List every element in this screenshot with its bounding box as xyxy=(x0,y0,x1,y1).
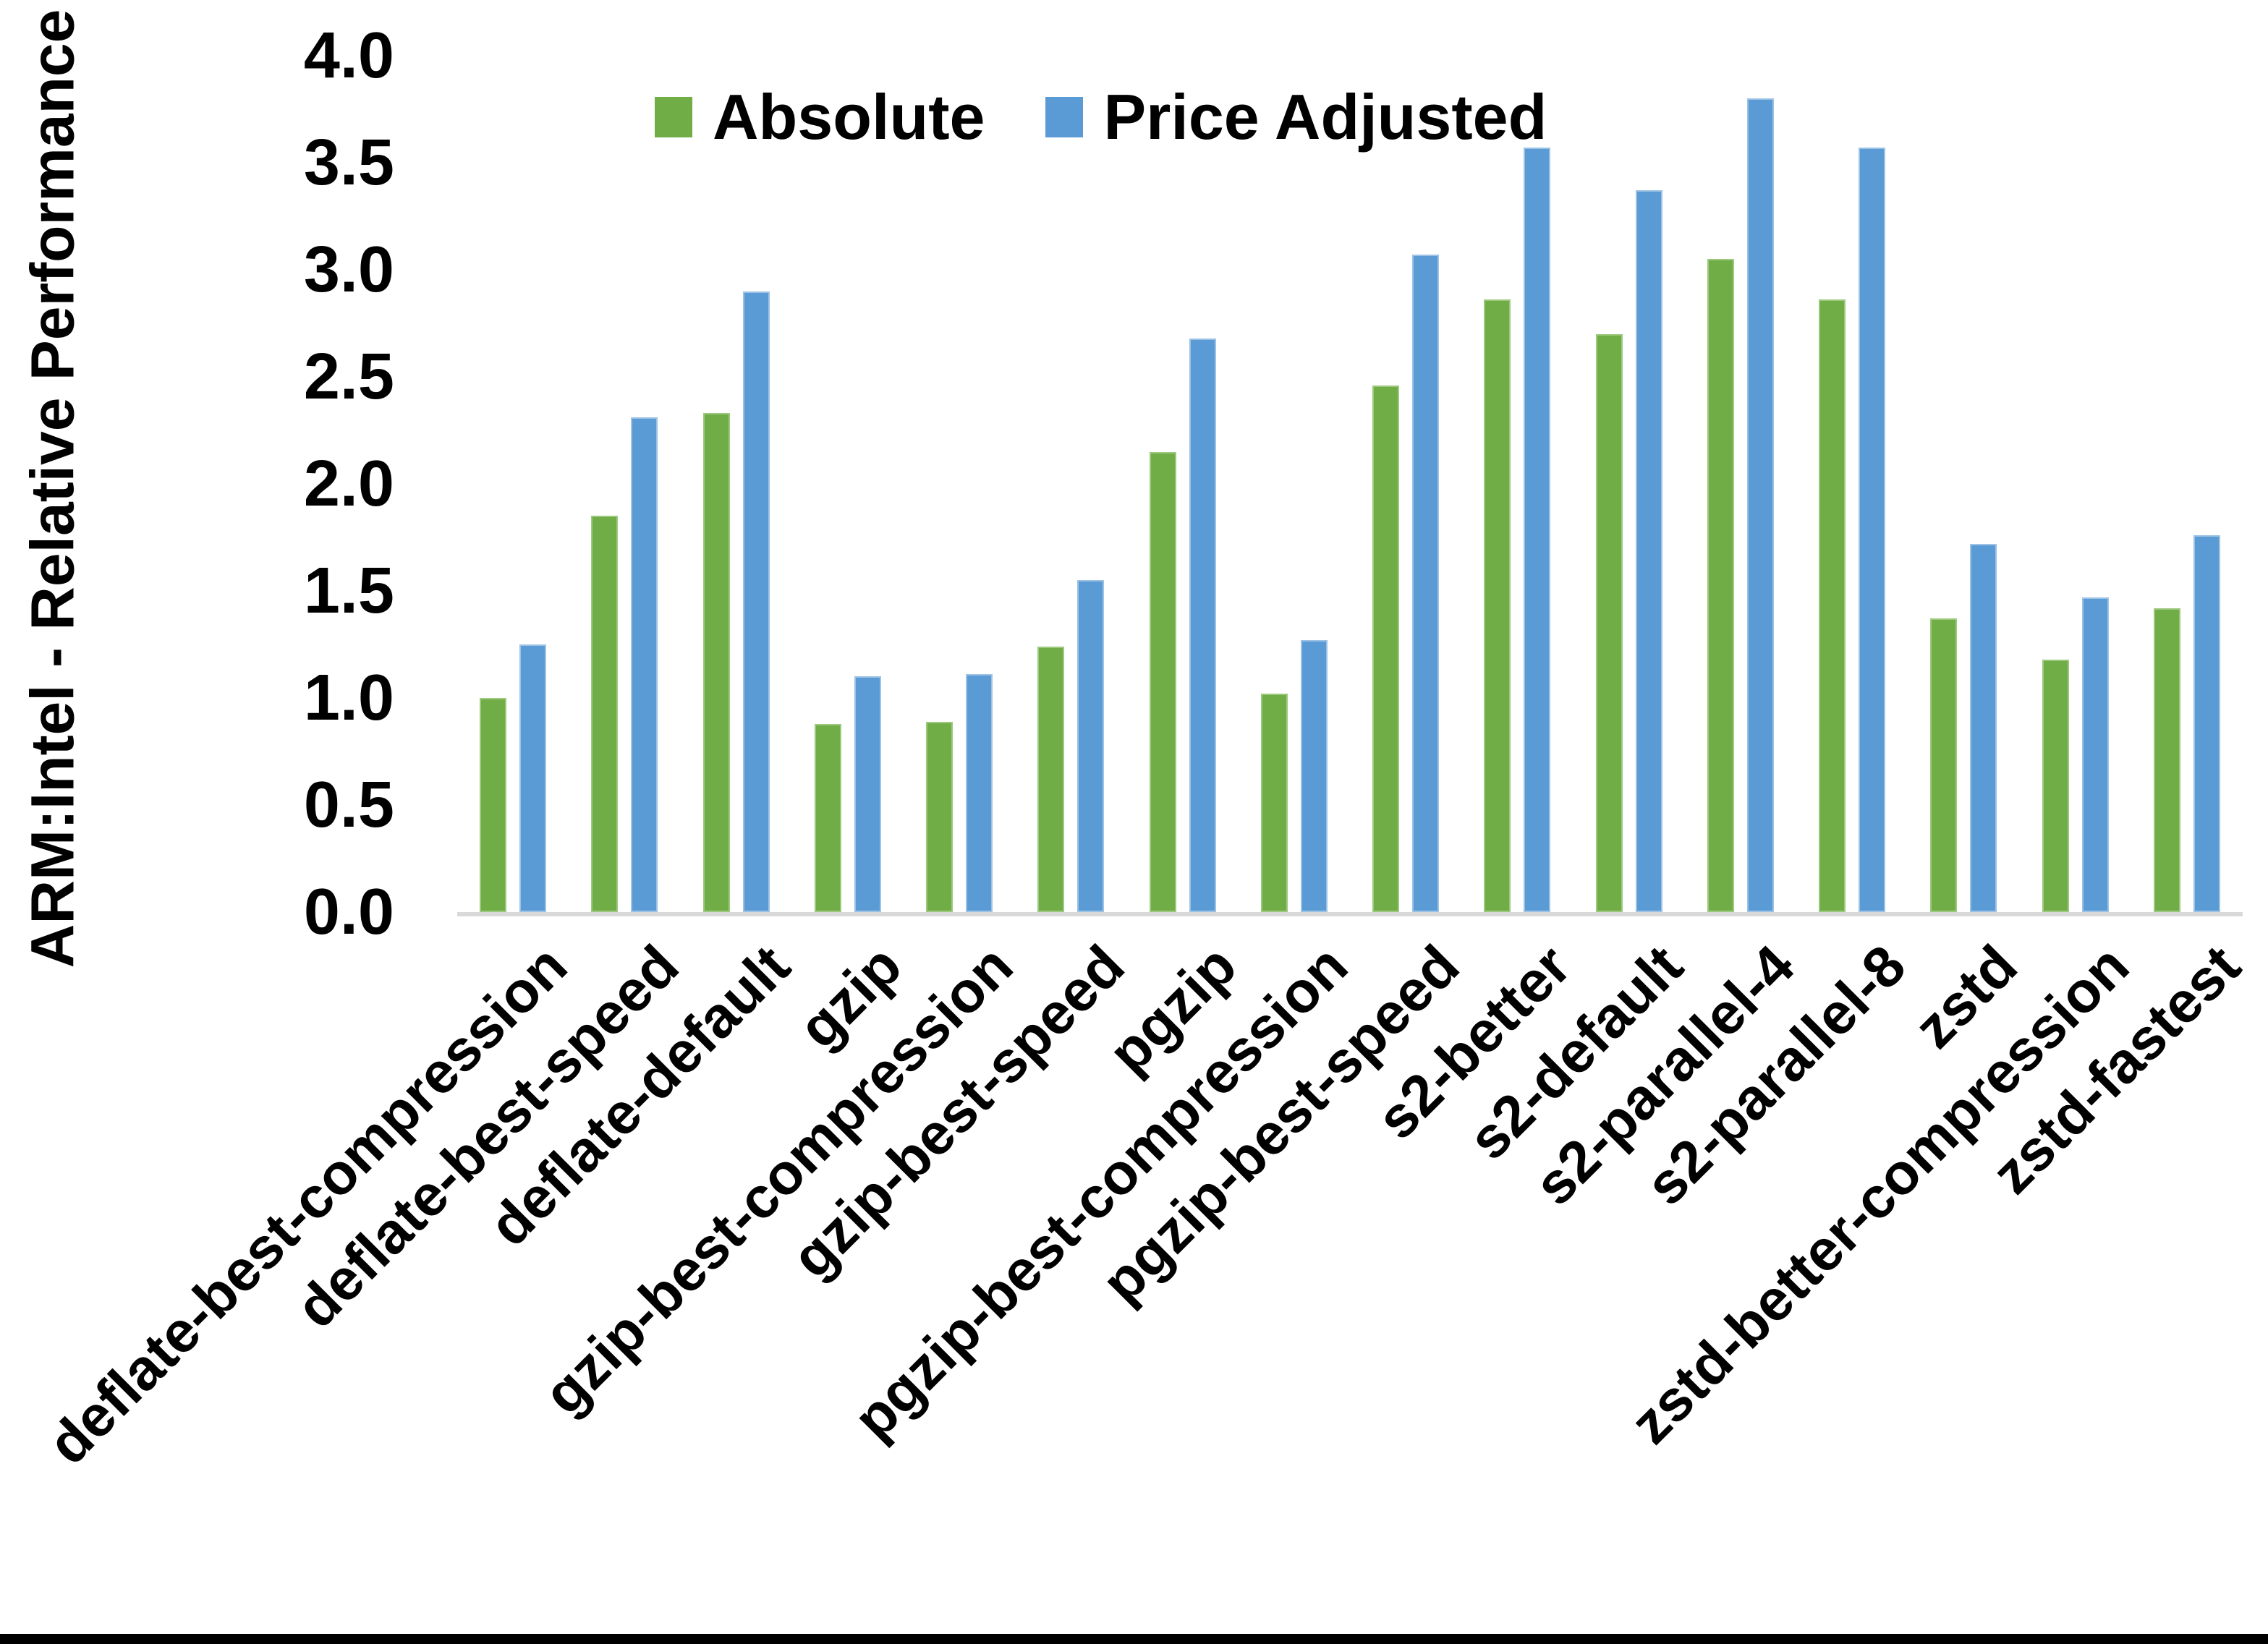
bar-absolute-gzip-best-compression xyxy=(926,721,954,912)
bar-price-adjusted-gzip-best-compression xyxy=(966,674,993,912)
bar-price-adjusted-zstd-better-compression xyxy=(2081,597,2109,912)
bar-group-gzip xyxy=(792,56,904,912)
bar-absolute-deflate-default xyxy=(702,413,730,912)
plot-area xyxy=(457,56,2243,916)
bar-absolute-pgzip-best-compression xyxy=(1260,694,1288,912)
y-axis-tick-label: 1.0 xyxy=(303,662,394,734)
y-axis-tick-label: 3.5 xyxy=(303,127,394,199)
bar-group-zstd-better-compression xyxy=(2020,56,2131,912)
legend-swatch-absolute xyxy=(655,97,692,137)
y-axis-tick-label: 1.5 xyxy=(303,555,394,627)
bar-group-pgzip xyxy=(1127,56,1239,912)
bar-price-adjusted-gzip-best-speed xyxy=(1077,580,1105,912)
bar-price-adjusted-deflate-best-compression xyxy=(519,644,547,912)
legend-item-absolute: Absolute xyxy=(655,85,985,149)
bar-absolute-gzip-best-speed xyxy=(1037,646,1065,912)
bar-group-deflate-best-speed xyxy=(569,56,680,912)
legend-item-price-adjusted: Price Adjusted xyxy=(1045,85,1547,149)
y-axis-tick-label: 2.5 xyxy=(303,341,394,413)
bar-price-adjusted-pgzip-best-compression xyxy=(1300,640,1328,912)
bar-absolute-s2-parallel-4 xyxy=(1707,259,1734,912)
bar-absolute-zstd-fastest xyxy=(2153,608,2180,912)
y-axis-title-text: ARM:Intel - Relative Performance xyxy=(18,9,87,968)
bar-group-zstd-fastest xyxy=(2131,56,2243,912)
legend-label: Price Adjusted xyxy=(1103,81,1547,153)
y-axis-title: ARM:Intel - Relative Performance xyxy=(6,0,100,976)
bar-absolute-pgzip-best-speed xyxy=(1372,385,1400,912)
bar-absolute-s2-better xyxy=(1484,299,1511,912)
bar-absolute-zstd-better-compression xyxy=(2042,659,2069,912)
bar-price-adjusted-s2-parallel-8 xyxy=(1859,148,1886,912)
legend: Absolute Price Adjusted xyxy=(655,85,1547,149)
y-axis-tick-label: 2.0 xyxy=(303,448,394,520)
bar-group-zstd xyxy=(1908,56,2019,912)
bar-group-gzip-best-speed xyxy=(1015,56,1126,912)
bar-absolute-gzip xyxy=(814,723,841,912)
y-axis-tick-label: 4.0 xyxy=(303,20,394,92)
y-axis-tick-label: 0.5 xyxy=(303,769,394,841)
bar-price-adjusted-zstd xyxy=(1970,543,1997,912)
bar-price-adjusted-deflate-default xyxy=(742,291,770,912)
bar-price-adjusted-zstd-fastest xyxy=(2193,535,2220,912)
y-axis-tick-label: 3.0 xyxy=(303,234,394,306)
legend-swatch-price-adjusted xyxy=(1045,97,1084,137)
y-axis-tick-label: 0.0 xyxy=(303,876,394,948)
legend-label: Absolute xyxy=(713,81,985,153)
bar-price-adjusted-deflate-best-speed xyxy=(631,417,658,912)
bar-group-gzip-best-compression xyxy=(904,56,1015,912)
bar-price-adjusted-s2-parallel-4 xyxy=(1746,98,1774,912)
bar-absolute-deflate-best-compression xyxy=(480,698,507,912)
bar-price-adjusted-pgzip-best-speed xyxy=(1412,255,1440,912)
bar-price-adjusted-s2-better xyxy=(1524,148,1551,912)
bar-absolute-zstd xyxy=(1930,618,1958,912)
bottom-border-line xyxy=(0,1634,2268,1644)
bar-group-s2-default xyxy=(1573,56,1685,912)
bar-price-adjusted-s2-default xyxy=(1635,190,1662,912)
bar-group-deflate-default xyxy=(681,56,792,912)
bar-group-s2-better xyxy=(1461,56,1573,912)
bar-group-deflate-best-compression xyxy=(457,56,569,912)
bar-group-s2-parallel-4 xyxy=(1685,56,1796,912)
bar-absolute-s2-parallel-8 xyxy=(1819,299,1846,912)
bar-absolute-pgzip xyxy=(1149,451,1176,912)
bar-absolute-s2-default xyxy=(1595,333,1623,912)
bar-absolute-deflate-best-speed xyxy=(591,516,619,912)
bar-group-s2-parallel-8 xyxy=(1796,56,1908,912)
bar-price-adjusted-gzip xyxy=(854,676,881,912)
bar-group-pgzip-best-speed xyxy=(1350,56,1461,912)
bar-price-adjusted-pgzip xyxy=(1189,338,1216,912)
bar-group-pgzip-best-compression xyxy=(1239,56,1350,912)
